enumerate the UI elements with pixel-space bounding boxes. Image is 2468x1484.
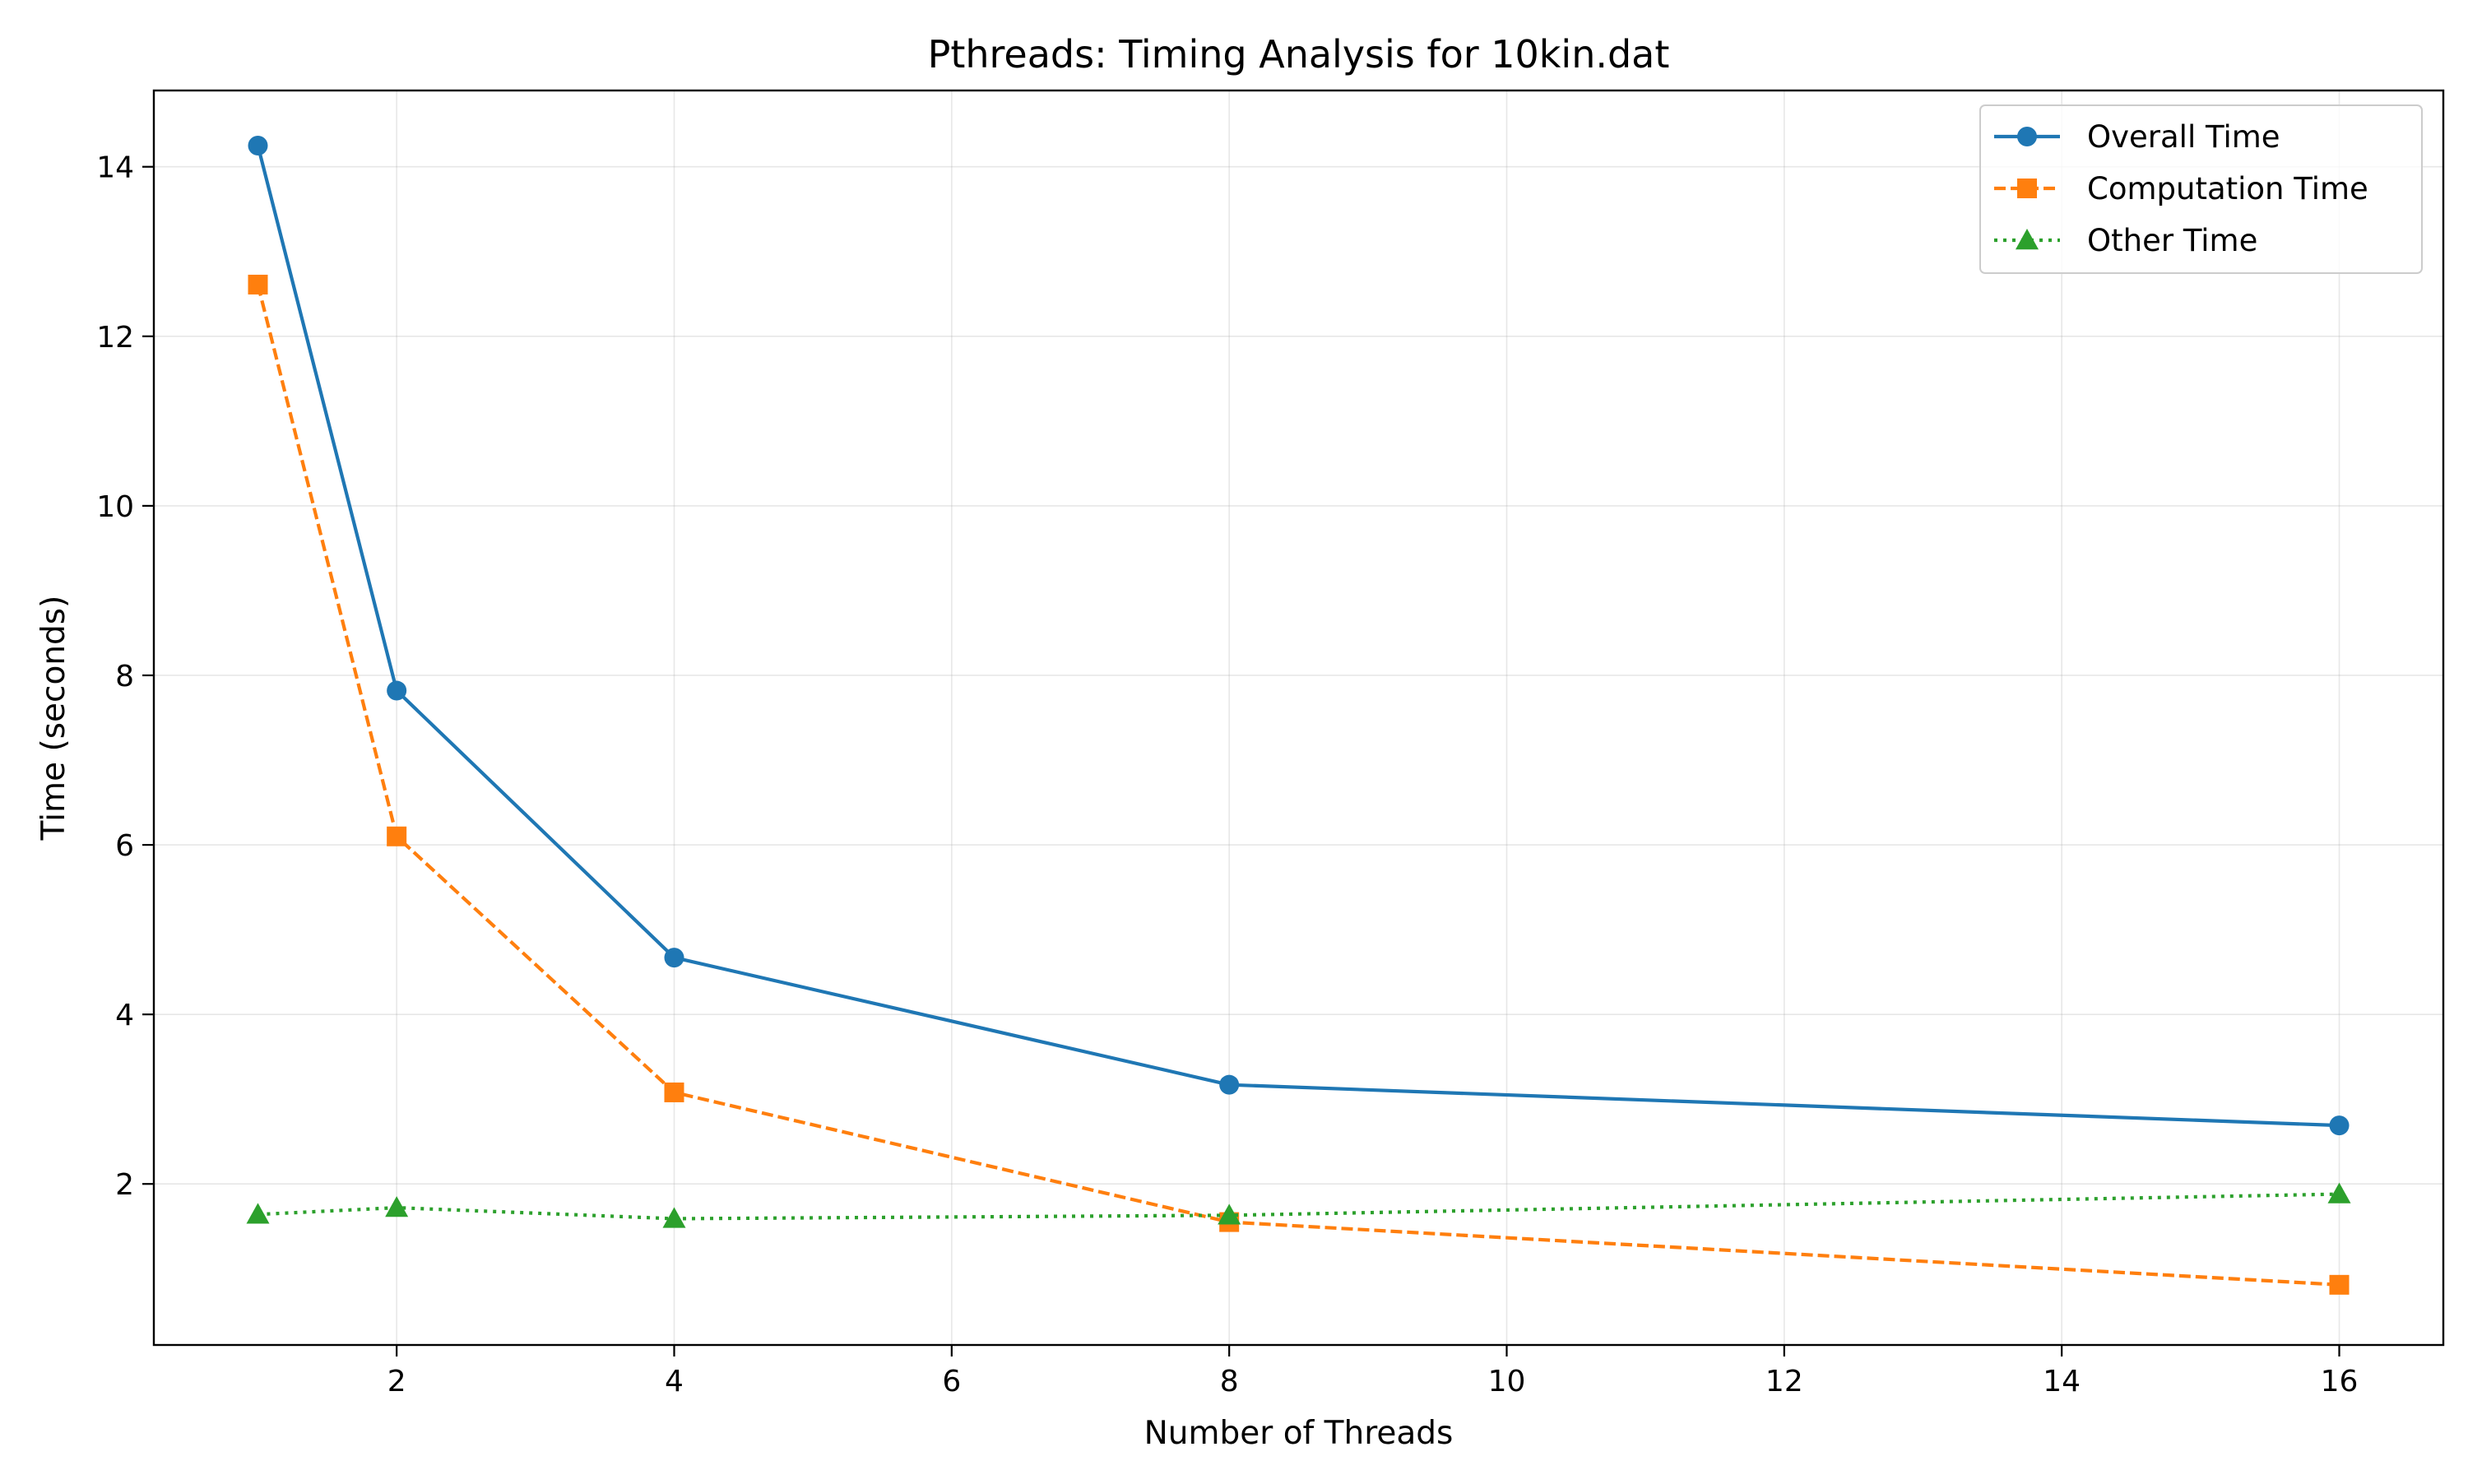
data-point: [2329, 1115, 2350, 1136]
x-tick-label: 8: [1220, 1365, 1239, 1398]
x-tick-label: 2: [387, 1365, 406, 1398]
x-tick-label: 4: [665, 1365, 684, 1398]
grid-layer: [154, 90, 2443, 1345]
x-tick-label: 14: [2043, 1365, 2081, 1398]
data-point: [2329, 1274, 2350, 1295]
data-point: [248, 274, 268, 294]
y-tick-label: 12: [96, 321, 134, 355]
data-point: [387, 680, 407, 701]
data-point: [664, 1082, 684, 1102]
plot-frame: [152, 89, 2445, 1347]
data-point: [246, 1203, 270, 1224]
tick-layer: 2 4 6 8 10 12 14 16 2 4 6 8 10 12 14: [96, 151, 2358, 1398]
chart-title: Pthreads: Timing Analysis for 10kin.dat: [928, 32, 1670, 77]
x-tick-label: 10: [1488, 1365, 1526, 1398]
y-tick-label: 6: [115, 829, 134, 863]
y-axis-label: Time (seconds): [35, 596, 72, 842]
x-tick-label: 16: [2321, 1365, 2359, 1398]
legend: Overall Time Computation Time Other Time: [1979, 104, 2423, 274]
legend-marker: [2017, 179, 2037, 198]
data-point: [2327, 1182, 2351, 1203]
legend-item: Overall Time: [1994, 119, 2280, 155]
series-overall-time: [248, 135, 2350, 1136]
y-tick-label: 14: [96, 151, 134, 185]
y-tick-label: 2: [115, 1168, 134, 1202]
data-point: [385, 1196, 409, 1217]
legend-label: Computation Time: [2087, 171, 2368, 206]
y-tick-label: 4: [115, 999, 134, 1032]
x-tick-label: 12: [1765, 1365, 1803, 1398]
data-point: [662, 1207, 686, 1228]
legend-box: [1979, 104, 2423, 274]
legend-item: Other Time: [1994, 223, 2257, 258]
x-tick-label: 6: [942, 1365, 961, 1398]
series-layer: [246, 135, 2351, 1295]
y-tick-label: 10: [96, 490, 134, 524]
data-point: [387, 826, 407, 846]
series-other-time: [246, 1182, 2351, 1228]
legend-marker: [2016, 229, 2039, 250]
data-point: [664, 948, 684, 968]
y-tick-label: 8: [115, 660, 134, 693]
data-point: [1219, 1074, 1240, 1095]
legend-label: Overall Time: [2087, 119, 2280, 155]
legend-item: Computation Time: [1994, 171, 2368, 206]
x-axis-label: Number of Threads: [1144, 1415, 1454, 1452]
data-point: [1218, 1203, 1241, 1225]
data-point: [248, 135, 268, 155]
legend-marker: [2017, 127, 2037, 146]
legend-label: Other Time: [2087, 223, 2257, 258]
